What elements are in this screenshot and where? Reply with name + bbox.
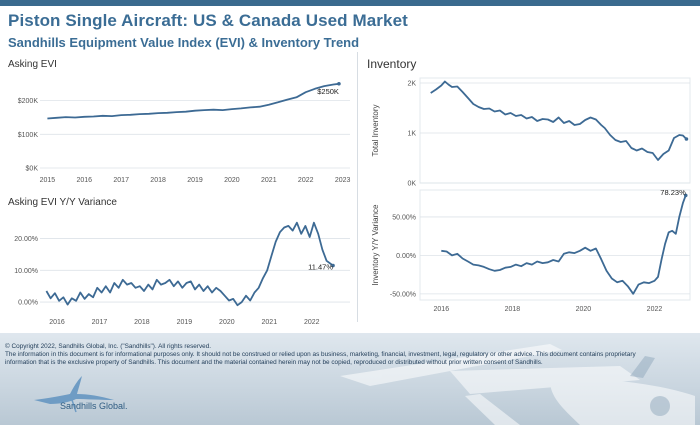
x-tick-label: 2016 [49, 319, 65, 326]
x-tick-label: 2017 [92, 319, 108, 326]
x-tick-label: 2016 [434, 306, 450, 313]
footer-disclaimer: © Copyright 2022, Sandhills Global, Inc.… [5, 343, 695, 368]
y-tick-label: $100K [18, 132, 39, 139]
x-tick-label: 2019 [177, 319, 193, 326]
y-tick-label: 50.00% [392, 214, 416, 221]
y-tick-label: 10.00% [14, 268, 38, 275]
series-line [430, 80, 688, 161]
x-tick-label: 2018 [505, 306, 521, 313]
airplane-watermark-icon [340, 344, 695, 425]
series-end-point [337, 81, 341, 86]
x-tick-label: 2020 [219, 319, 235, 326]
y-tick-label: $0K [26, 166, 39, 173]
series-end-point [683, 193, 688, 198]
page-title: Piston Single Aircraft: US & Canada Used… [8, 11, 408, 30]
y-tick-label: 1K [407, 131, 416, 138]
series-end-point [331, 263, 335, 268]
y-axis-label: Total Inventory [371, 104, 380, 156]
y-tick-label: $200K [18, 98, 39, 105]
asking-evi-chart: $0K $100K $200K 2015 2016 2017 2018 2019 2020 202… [18, 81, 351, 184]
data-label: 78.23% [660, 188, 686, 197]
y-tick-label: 2K [407, 81, 416, 88]
x-tick-label: 2017 [113, 177, 129, 184]
inventory-yoy-chart: -50.00% 0.00% 50.00% 2016 2018 2020 2022 Invent… [371, 188, 691, 313]
series-line [441, 195, 687, 295]
x-tick-label: 2022 [298, 177, 314, 184]
panel-divider [357, 52, 358, 322]
y-axis-label: Inventory Y/Y Variance [371, 204, 380, 285]
x-tick-label: 2022 [647, 306, 663, 313]
x-tick-label: 2019 [187, 177, 203, 184]
x-tick-label: 2020 [576, 306, 592, 313]
inventory-title: Inventory [367, 57, 417, 71]
y-tick-label: 0.00% [18, 300, 38, 307]
x-tick-label: 2018 [150, 177, 166, 184]
x-tick-label: 2016 [76, 177, 92, 184]
logo-text: Sandhills Global. [60, 401, 128, 411]
inventory-chart: 0K 1K 2K Total Inventory [371, 77, 691, 188]
disclaimer-line-1: The information in this document is for … [5, 351, 636, 359]
sandhills-logo-icon [34, 376, 114, 413]
page-subtitle: Sandhills Equipment Value Index (EVI) & … [8, 35, 360, 50]
series-end-point [684, 137, 689, 141]
x-tick-label: 2015 [40, 177, 56, 184]
y-tick-label: 0K [407, 181, 416, 188]
copyright-line: © Copyright 2022, Sandhills Global, Inc.… [5, 343, 212, 350]
x-tick-label: 2023 [335, 177, 351, 184]
top-bar [0, 0, 700, 6]
data-label: 11.47% [308, 262, 333, 271]
x-tick-label: 2020 [224, 177, 240, 184]
disclaimer-line-2: information that is the exclusive proper… [5, 359, 543, 367]
x-tick-label: 2021 [262, 319, 278, 326]
y-tick-label: 20.00% [14, 236, 38, 243]
y-tick-label: -50.00% [390, 291, 416, 298]
x-tick-label: 2018 [134, 319, 150, 326]
asking-evi-yoy-title: Asking EVI Y/Y Variance [8, 197, 117, 208]
plot-frame [419, 77, 691, 184]
y-tick-label: 0.00% [396, 253, 416, 260]
series-line [47, 82, 340, 120]
x-tick-label: 2022 [304, 319, 320, 326]
x-tick-label: 2021 [261, 177, 277, 184]
asking-evi-title: Asking EVI [8, 59, 57, 70]
plot-frame [419, 189, 691, 301]
series-line [45, 221, 334, 307]
asking-evi-yoy-chart: 0.00% 10.00% 20.00% 2016 2017 2018 2019 2020 202… [14, 221, 350, 326]
data-label: $250K [317, 87, 339, 96]
